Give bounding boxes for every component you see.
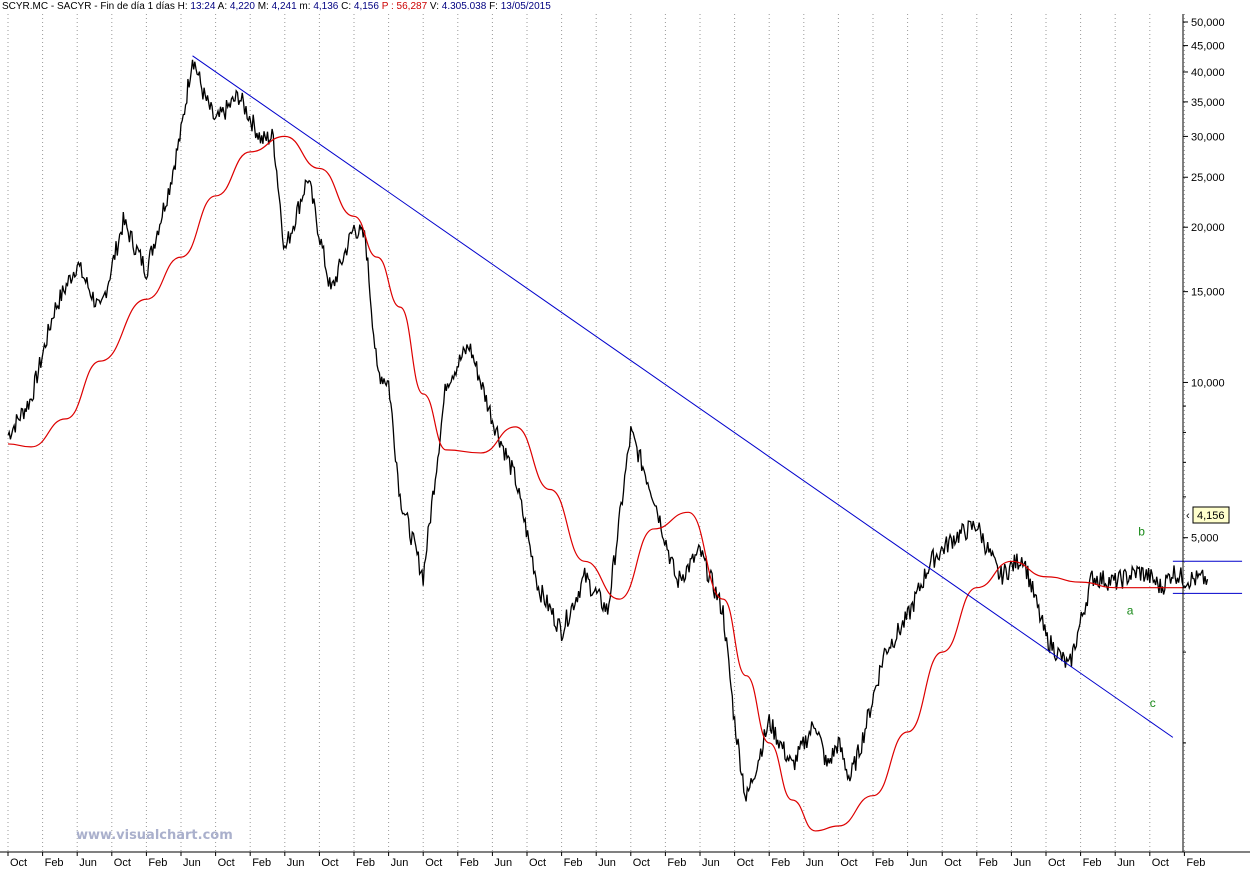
h-label: H: (177, 1, 188, 12)
price-tag-label: 4,156 (1197, 510, 1225, 522)
x-tick-label: Oct (840, 857, 857, 869)
x-tick-label: Jun (910, 857, 928, 869)
x-tick-label: Jun (183, 857, 201, 869)
x-tick-label: Oct (1048, 857, 1065, 869)
price-series-line (7, 59, 1209, 802)
chart-header: SCYR.MC - SACYR - Fin de día 1 días H: 1… (0, 0, 551, 14)
f-label: F: (489, 1, 498, 12)
x-tick-label: Jun (806, 857, 824, 869)
x-tick-label: Feb (564, 857, 583, 869)
y-tick-label: 10,000 (1191, 377, 1225, 389)
x-tick-label: Jun (494, 857, 512, 869)
y-tick-label: 40,000 (1191, 67, 1225, 79)
x-tick-label: Feb (771, 857, 790, 869)
x-tick-label: Feb (356, 857, 375, 869)
y-tick-label: 5,000 (1191, 533, 1219, 545)
y-tick-label: 15,000 (1191, 287, 1225, 299)
c-value: 4,156 (353, 1, 379, 12)
m-value: 4,241 (271, 1, 297, 12)
wave-annotations: a b c (1127, 524, 1156, 709)
h-value: 13:24 (190, 1, 216, 12)
gridlines (7, 14, 1185, 852)
price-tag-box (1192, 506, 1230, 524)
x-tick-label: Jun (1013, 857, 1031, 869)
current-price-tag: 4,156 ‹ (1186, 506, 1230, 524)
moving-average-line (7, 135, 1185, 832)
wave-label-b: b (1138, 524, 1145, 538)
min-label: m: (299, 1, 311, 12)
f-value: 13/05/2015 (500, 1, 551, 12)
x-tick-label: Jun (1117, 857, 1135, 869)
y-tick-label: 25,000 (1191, 172, 1225, 184)
x-tick-label: Oct (633, 857, 650, 869)
m-label: M: (257, 1, 269, 12)
x-tick-label: Feb (252, 857, 271, 869)
x-tick-label: Jun (79, 857, 97, 869)
p-label: P : (381, 1, 394, 12)
wave-label-c: c (1150, 696, 1156, 710)
price-tag-arrow: ‹ (1186, 510, 1190, 522)
y-tick-label: 20,000 (1191, 222, 1225, 234)
plot-area (7, 55, 1243, 832)
x-tick-label: Oct (114, 857, 131, 869)
x-axis: Oct Feb Jun Oct Feb Jun Oct Feb Jun Oct Feb Jun Oct F… (7, 852, 1205, 869)
y-tick-label: 45,000 (1191, 41, 1225, 53)
x-tick-label: Jun (702, 857, 720, 869)
p-value: 56,287 (396, 1, 428, 12)
x-tick-label: Feb (1083, 857, 1102, 869)
y-tick-label: 35,000 (1191, 97, 1225, 109)
x-tick-label: Oct (425, 857, 442, 869)
symbol-title: SCYR.MC - SACYR - Fin de día 1 días (2, 1, 175, 12)
x-tick-label: Jun (598, 857, 616, 869)
v-label: V: (429, 1, 439, 12)
x-tick-label: Oct (1152, 857, 1169, 869)
x-tick-label: Oct (529, 857, 546, 869)
x-tick-label: Feb (667, 857, 686, 869)
x-tick-label: Feb (875, 857, 894, 869)
x-tick-label: Feb (45, 857, 64, 869)
x-tick-label: Jun (391, 857, 409, 869)
x-tick-label: Feb (460, 857, 479, 869)
x-tick-label: Oct (944, 857, 961, 869)
x-tick-label: Oct (218, 857, 235, 869)
x-tick-label: Oct (737, 857, 754, 869)
wave-label-a: a (1127, 603, 1134, 617)
x-tick-label: Oct (321, 857, 338, 869)
x-tick-label: Feb (1186, 857, 1205, 869)
watermark: www.visualchart.com (76, 828, 233, 843)
x-tick-label: Oct (10, 857, 27, 869)
x-tick-label: Feb (979, 857, 998, 869)
trendline (192, 55, 1174, 738)
y-tick-label: 30,000 (1191, 131, 1225, 143)
y-tick-label: 50,000 (1191, 17, 1225, 29)
x-tick-label: Jun (287, 857, 305, 869)
v-value: 4.305.038 (441, 1, 487, 12)
a-label: A: (217, 1, 228, 12)
min-value: 4,136 (313, 1, 339, 12)
a-value: 4,220 (229, 1, 255, 12)
c-label: C: (341, 1, 352, 12)
y-axis: 50,000 45,000 40,000 35,000 30,000 25,000 20,0… (1183, 17, 1225, 744)
x-tick-label: Feb (148, 857, 167, 869)
